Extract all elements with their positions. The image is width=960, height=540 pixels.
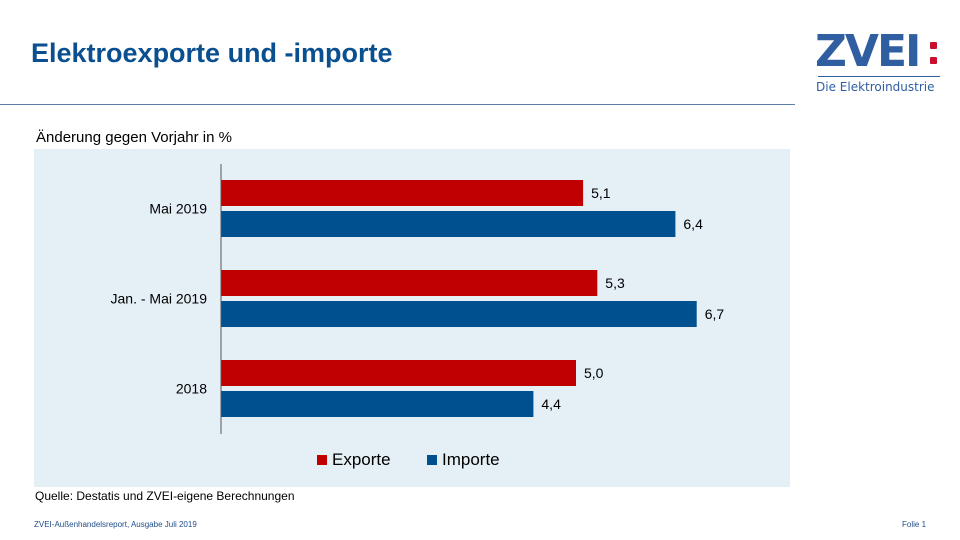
logo-divider xyxy=(818,76,940,77)
legend-swatch xyxy=(427,455,437,465)
zvei-logo: ZVEI Die Elektroindustrie xyxy=(808,30,943,100)
source-note: Quelle: Destatis und ZVEI-eigene Berechn… xyxy=(35,489,295,503)
data-label: 5,0 xyxy=(584,365,604,381)
category-label: Jan. - Mai 2019 xyxy=(111,291,208,307)
bar-imports xyxy=(221,301,697,327)
bar-exports xyxy=(221,270,598,296)
bar-exports xyxy=(221,360,576,386)
bar-exports xyxy=(221,180,584,206)
title-divider xyxy=(0,104,795,105)
data-label: 6,4 xyxy=(683,216,703,232)
legend-swatch xyxy=(317,455,327,465)
category-label: Mai 2019 xyxy=(149,201,207,217)
bar-imports xyxy=(221,391,534,417)
legend-label: Importe xyxy=(442,450,500,469)
bar-chart: 5,1 6,4 Mai 2019 5,3 6,7 Jan. - Mai 2019 5,0 4,… xyxy=(111,164,725,469)
category-label: 2018 xyxy=(176,381,207,397)
footer-report: ZVEI-Außenhandelsreport, Ausgabe Juli 20… xyxy=(34,520,197,529)
page-title: Elektroexporte und -importe xyxy=(31,38,393,68)
data-label: 5,3 xyxy=(605,275,625,291)
logo-tagline: Die Elektroindustrie xyxy=(816,80,935,94)
bar-imports xyxy=(221,211,676,237)
logo-colon-icon xyxy=(930,38,938,68)
legend-label: Exporte xyxy=(332,450,391,469)
footer-slide-number: Folie 1 xyxy=(902,520,927,529)
chart-area: 5,1 6,4 Mai 2019 5,3 6,7 Jan. - Mai 2019 5,0 4,… xyxy=(34,149,790,487)
data-label: 5,1 xyxy=(591,185,611,201)
data-label: 4,4 xyxy=(541,396,561,412)
logo-wordmark: ZVEI xyxy=(815,26,921,77)
chart-subtitle: Änderung gegen Vorjahr in % xyxy=(36,129,232,146)
data-label: 6,7 xyxy=(705,306,725,322)
